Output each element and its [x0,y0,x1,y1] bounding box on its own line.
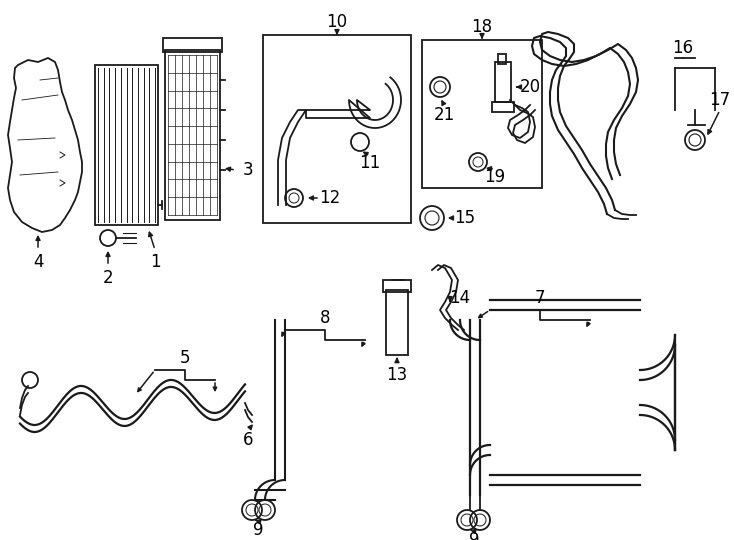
Bar [165,50,220,220]
Bar [263,35,411,223]
Text: 16: 16 [672,39,694,57]
Text: 9: 9 [469,531,479,540]
Bar [498,54,506,64]
Text: 20: 20 [520,78,540,96]
Text: 19: 19 [484,168,506,186]
Text: 5: 5 [180,349,190,367]
Text: 1: 1 [150,253,160,271]
Bar [386,290,408,355]
Text: 18: 18 [471,18,493,36]
Text: 12: 12 [319,189,341,207]
Bar [492,102,514,112]
Text: 21: 21 [433,106,454,124]
Text: 2: 2 [103,269,113,287]
Bar [163,38,222,52]
Text: 8: 8 [320,309,330,327]
Bar [422,40,542,188]
Bar [383,280,411,292]
Bar [495,62,511,102]
Text: 15: 15 [454,209,476,227]
Text: 6: 6 [243,431,253,449]
Text: 13: 13 [386,366,407,384]
Text: 4: 4 [33,253,43,271]
Text: 3: 3 [243,161,253,179]
Text: 7: 7 [535,289,545,307]
Text: 14: 14 [449,289,470,307]
Text: 10: 10 [327,13,348,31]
Text: 9: 9 [252,521,264,539]
Text: 17: 17 [710,91,730,109]
Bar [95,65,158,225]
Text: 11: 11 [360,154,381,172]
